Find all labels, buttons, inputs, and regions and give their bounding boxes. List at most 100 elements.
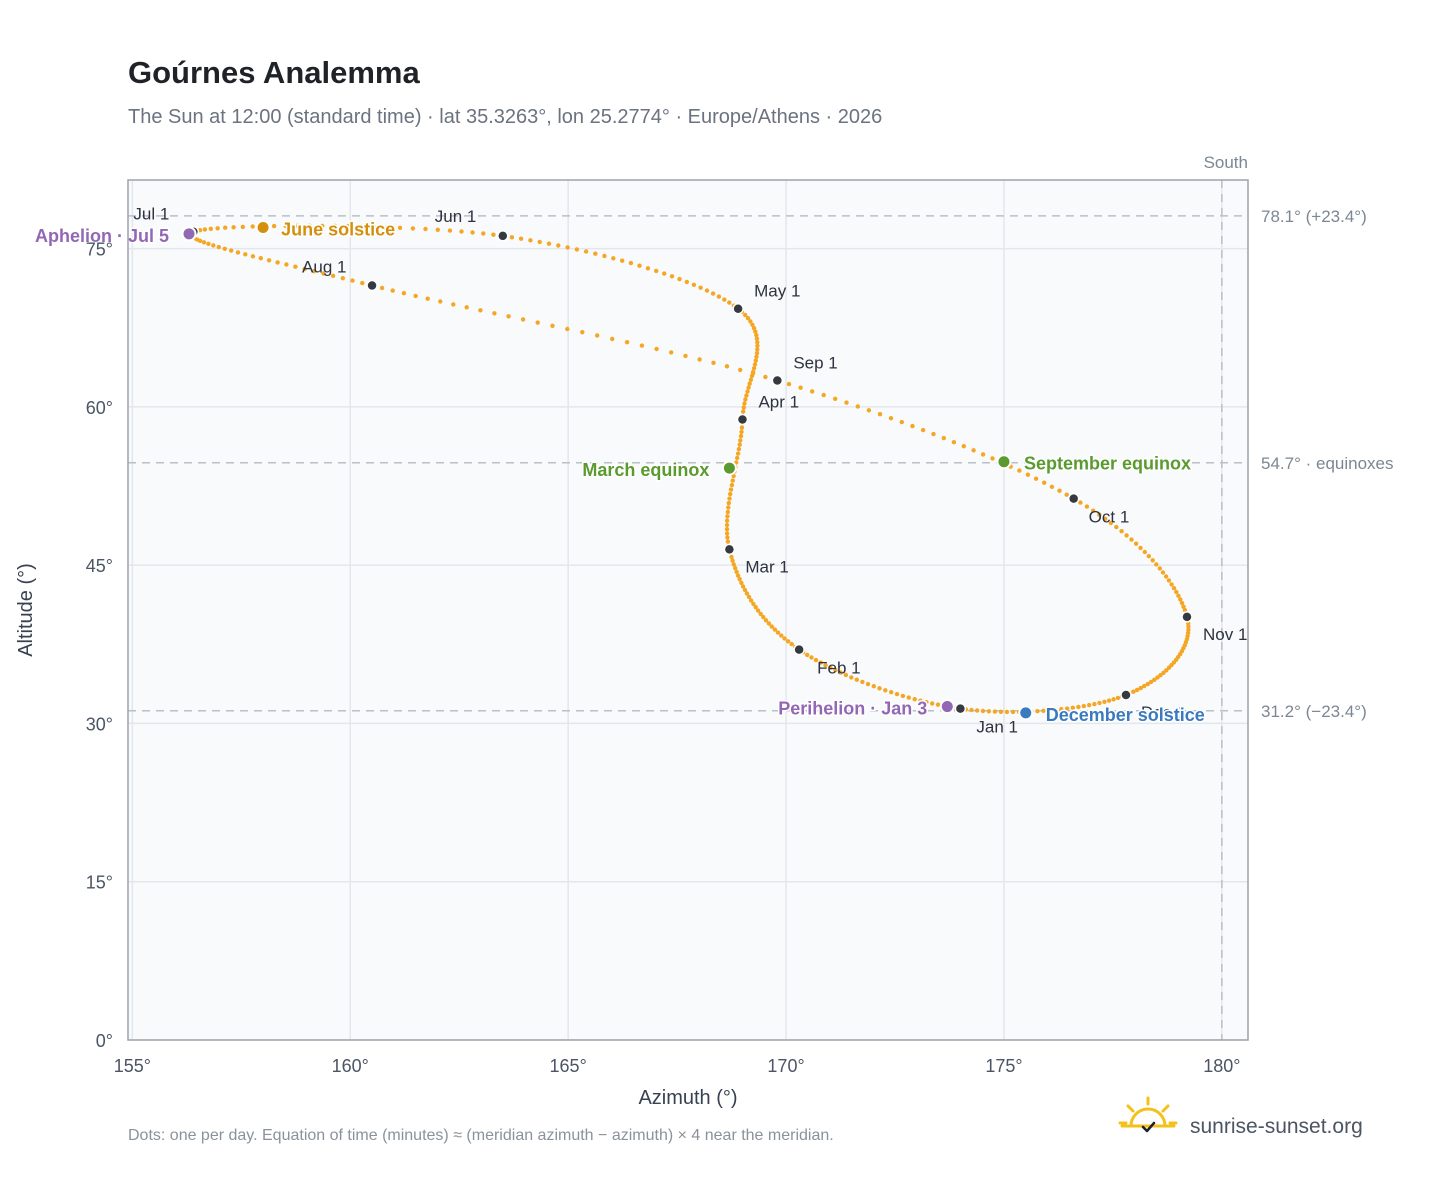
y-tick-label: 60° xyxy=(86,398,113,418)
daily-dot xyxy=(1004,709,1010,715)
daily-dot xyxy=(741,409,746,414)
daily-dot xyxy=(833,396,838,401)
daily-dot xyxy=(969,707,974,713)
daily-dot xyxy=(311,269,317,274)
month-dot xyxy=(497,230,509,242)
daily-dot xyxy=(855,404,860,409)
daily-dot xyxy=(1157,566,1163,571)
daily-dot xyxy=(906,695,911,700)
daily-dot xyxy=(1070,705,1076,710)
daily-dot xyxy=(206,241,211,246)
daily-dot xyxy=(789,641,794,647)
daily-dot xyxy=(740,584,746,589)
daily-dot xyxy=(235,250,241,255)
daily-dot xyxy=(805,652,810,658)
daily-dot xyxy=(201,240,207,245)
daily-dot xyxy=(1174,589,1179,595)
month-dot xyxy=(771,374,784,387)
daily-dot xyxy=(743,397,748,402)
daily-dot xyxy=(654,268,659,274)
daily-dot xyxy=(711,360,716,365)
daily-dot xyxy=(1035,709,1040,714)
daily-dot xyxy=(729,554,734,560)
daily-dot xyxy=(1025,472,1031,477)
daily-dot xyxy=(284,262,289,267)
month-label: Oct 1 xyxy=(1089,508,1130,527)
daily-dot xyxy=(528,238,533,243)
reference-line-label: 78.1° (+23.4°) xyxy=(1261,207,1367,226)
daily-dot xyxy=(951,440,957,445)
daily-dot xyxy=(1049,484,1055,489)
daily-dot xyxy=(986,709,992,714)
daily-dot xyxy=(283,223,288,229)
daily-dot xyxy=(779,633,784,638)
daily-dot xyxy=(1161,670,1166,675)
daily-dot xyxy=(1145,681,1150,687)
daily-dot xyxy=(1087,702,1092,708)
daily-dot xyxy=(1084,504,1090,509)
daily-dot xyxy=(550,323,555,328)
daily-dot xyxy=(724,527,730,532)
daily-dot xyxy=(735,451,741,456)
daily-dot xyxy=(786,381,792,387)
daily-dot xyxy=(211,243,216,248)
daily-dot xyxy=(1057,488,1062,493)
daily-dot xyxy=(669,350,674,355)
daily-dot xyxy=(727,300,732,305)
daily-dot xyxy=(669,274,675,279)
daily-dot xyxy=(518,236,524,241)
daily-dot xyxy=(1033,476,1039,481)
daily-dot xyxy=(877,412,883,417)
daily-dot xyxy=(350,278,355,283)
daily-dot xyxy=(980,708,986,714)
daily-dot xyxy=(1081,703,1087,709)
daily-dot xyxy=(229,248,234,253)
daily-dot xyxy=(894,691,900,697)
month-dot xyxy=(1067,492,1080,505)
daily-dot xyxy=(736,446,742,452)
daily-dot xyxy=(730,478,735,483)
daily-dot xyxy=(828,665,833,670)
daily-dot xyxy=(1169,582,1174,587)
daily-dot xyxy=(1114,524,1119,530)
daily-dot xyxy=(321,271,326,276)
daily-dot xyxy=(737,577,742,582)
daily-dot xyxy=(1076,704,1081,710)
daily-dot xyxy=(971,448,976,453)
event-dot xyxy=(721,460,737,476)
daily-dot xyxy=(620,258,625,263)
daily-dot xyxy=(295,223,300,228)
daily-dot xyxy=(738,367,743,373)
daily-dot xyxy=(1119,529,1124,534)
month-label: Feb 1 xyxy=(817,659,860,678)
y-tick-label: 0° xyxy=(96,1031,113,1051)
daily-dot xyxy=(1108,520,1114,526)
daily-dot xyxy=(747,381,752,386)
daily-dot xyxy=(423,226,428,232)
daily-dot xyxy=(1138,685,1143,691)
daily-dot xyxy=(849,675,854,680)
daily-dot xyxy=(302,266,307,272)
daily-dot xyxy=(725,539,731,544)
daily-dot xyxy=(733,566,738,571)
chart-title: Goúrnes Analemma xyxy=(128,55,420,90)
daily-dot xyxy=(379,285,385,291)
daily-dot xyxy=(330,273,336,278)
daily-dot xyxy=(728,491,733,497)
daily-dot xyxy=(637,263,642,268)
daily-dot xyxy=(735,573,741,578)
daily-dot xyxy=(1103,516,1108,521)
daily-dot xyxy=(899,419,904,425)
daily-dot xyxy=(931,431,936,437)
daily-dot xyxy=(910,423,915,429)
daily-dot xyxy=(739,580,744,586)
daily-dot xyxy=(345,224,351,229)
month-label: May 1 xyxy=(754,282,800,301)
month-markers: Jan 1 Feb 1 Mar 1 Apr 1 May 1 Jun 1 Jul 1 Aug 1… xyxy=(133,205,1247,737)
daily-dot xyxy=(1064,706,1070,711)
daily-dot xyxy=(478,308,483,313)
daily-dot xyxy=(754,350,760,356)
daily-dot xyxy=(744,591,750,596)
daily-dot xyxy=(1146,554,1152,559)
daily-dot xyxy=(470,230,475,235)
